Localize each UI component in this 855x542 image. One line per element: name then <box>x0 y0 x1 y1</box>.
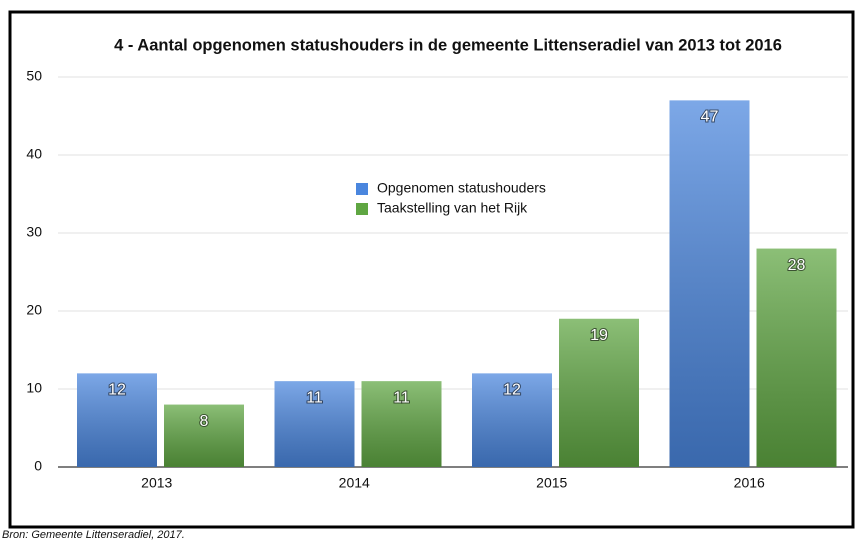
x-tick-label: 2016 <box>734 475 765 491</box>
value-label: 47 <box>701 109 719 126</box>
value-label: 8 <box>200 413 209 430</box>
y-tick-label: 30 <box>26 224 42 240</box>
source: Bron: Gemeente Littenseradiel, 2017. <box>2 529 185 541</box>
value-label: 12 <box>108 382 126 399</box>
bar-shine <box>669 100 750 468</box>
legend-swatch <box>356 183 368 195</box>
x-tick-label: 2014 <box>339 475 370 491</box>
bar-shine <box>77 373 157 467</box>
y-tick-label: 40 <box>26 146 42 162</box>
x-tick-label: 2013 <box>141 475 172 491</box>
value-label: 28 <box>788 257 806 274</box>
value-label: 11 <box>306 389 323 406</box>
bar-shine <box>274 381 355 467</box>
x-tick-label: 2015 <box>536 475 567 491</box>
y-tick-label: 20 <box>26 302 42 318</box>
y-tick-label: 10 <box>26 380 42 396</box>
y-tick-label: 0 <box>34 458 42 474</box>
bar-shine <box>164 404 244 467</box>
bar-shine <box>472 373 552 467</box>
legend-swatch <box>356 203 368 215</box>
value-label: 19 <box>590 327 608 344</box>
bar-shine <box>559 318 639 467</box>
frame <box>8 10 855 529</box>
bar-shine <box>361 381 442 467</box>
value-label: 12 <box>503 382 521 399</box>
chart-title: 4 - Aantal opgenomen statushouders in de… <box>114 36 782 54</box>
value-label: 11 <box>393 389 410 406</box>
bar-shine <box>756 248 837 467</box>
legend-label: Opgenomen statushouders <box>377 180 546 196</box>
legend-label: Taakstelling van het Rijk <box>377 200 528 216</box>
y-tick-label: 50 <box>26 68 42 84</box>
